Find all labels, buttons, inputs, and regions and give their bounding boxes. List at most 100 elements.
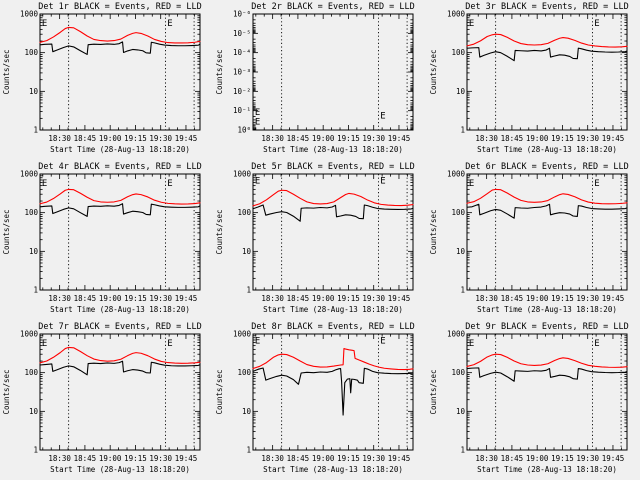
x-axis-label: Start Time (28-Aug-13 18:18:20) xyxy=(477,465,617,474)
lld-series xyxy=(252,348,414,371)
x-tick-label: 18:30 xyxy=(48,294,71,303)
y-tick-label: 10⁻⁴ xyxy=(233,48,251,57)
events-series xyxy=(39,360,201,376)
plot-frame xyxy=(39,13,201,131)
det-4r-svg: 1000 100 10 1 18:30 18:45 19:00 19:15 19:30 19:45… xyxy=(2,162,202,314)
x-tick-label: 19:45 xyxy=(388,294,411,303)
det-5r-svg: 1000 100 10 1 18:30 18:45 19:00 19:15 19:30 19:45… xyxy=(215,162,415,314)
eclipse-marker: E xyxy=(594,19,599,29)
eclipse-marker: E xyxy=(469,339,474,349)
det-9r-svg: 1000 100 10 1 18:30 18:45 19:00 19:15 19:30 19:45… xyxy=(429,322,629,474)
plot-title: Det 6r BLACK = Events, RED = LLD xyxy=(465,162,628,172)
y-tick-label: 100 xyxy=(238,208,252,217)
plot-title: Det 2r BLACK = Events, RED = LLD xyxy=(252,2,415,12)
x-axis-label: Start Time (28-Aug-13 18:18:20) xyxy=(263,145,403,154)
plot-frame xyxy=(39,173,201,291)
x-tick-label: 18:30 xyxy=(262,294,285,303)
events-series xyxy=(466,367,628,382)
x-tick-label: 19:45 xyxy=(175,454,198,463)
x-axis-label: Start Time (28-Aug-13 18:18:20) xyxy=(477,305,617,314)
plot-frame xyxy=(466,333,628,451)
lld-series xyxy=(466,33,628,48)
y-tick-label: 10 xyxy=(29,407,39,416)
subplot-det-9r: 1000 100 10 1 18:30 18:45 19:00 19:15 19:30 19:45… xyxy=(427,320,640,480)
y-tick-label: 1 xyxy=(460,285,465,294)
y-axis-label: Counts/sec xyxy=(215,209,224,254)
y-tick-label: 1000 xyxy=(20,170,39,179)
plot-frame xyxy=(466,13,628,131)
x-tick-label: 19:00 xyxy=(526,454,549,463)
det-3r-svg: 1000 100 10 1 18:30 18:45 19:00 19:15 19:30 19:45… xyxy=(429,2,629,154)
eclipse-marker: E xyxy=(381,336,386,346)
y-axis-label: Counts/sec xyxy=(2,369,11,414)
events-series xyxy=(39,41,201,55)
x-tick-label: 19:00 xyxy=(526,134,549,143)
x-axis-label: Start Time (28-Aug-13 18:18:20) xyxy=(50,305,190,314)
eclipse-marker: E xyxy=(381,176,386,186)
plot-frame xyxy=(39,333,201,451)
y-tick-label: 10 xyxy=(242,407,252,416)
eclipse-marker: E xyxy=(167,179,172,189)
eclipse-marker: E xyxy=(167,19,172,29)
plot-title: Det 7r BLACK = Events, RED = LLD xyxy=(38,322,201,332)
y-tick-label: 10 xyxy=(242,247,252,256)
x-tick-label: 18:45 xyxy=(74,454,97,463)
y-tick-label: 1000 xyxy=(20,330,39,339)
eclipse-marker: E xyxy=(469,179,474,189)
subplot-det-5r: 1000 100 10 1 18:30 18:45 19:00 19:15 19:30 19:45… xyxy=(213,160,426,320)
x-tick-label: 18:45 xyxy=(500,294,523,303)
subplot-det-1r: 1000 100 10 1 18:30 18:45 19:00 19:15 19:30 19:45… xyxy=(0,0,213,160)
x-tick-label: 19:15 xyxy=(124,294,147,303)
x-tick-label: 19:30 xyxy=(363,134,386,143)
plot-title: Det 1r BLACK = Events, RED = LLD xyxy=(38,2,201,12)
x-tick-label: 19:45 xyxy=(175,134,198,143)
x-tick-label: 18:45 xyxy=(500,134,523,143)
lld-series xyxy=(466,188,628,205)
x-tick-label: 19:15 xyxy=(338,294,361,303)
x-tick-label: 19:45 xyxy=(175,294,198,303)
y-tick-label: 10 xyxy=(29,247,39,256)
plot-title: Det 8r BLACK = Events, RED = LLD xyxy=(252,322,415,332)
x-tick-label: 18:45 xyxy=(500,454,523,463)
subplot-det-3r: 1000 100 10 1 18:30 18:45 19:00 19:15 19:30 19:45… xyxy=(427,0,640,160)
events-series xyxy=(466,47,628,62)
eclipse-marker: E xyxy=(381,112,386,122)
x-tick-label: 19:00 xyxy=(526,294,549,303)
subplot-det-2r: 10⁻⁶ 10⁻⁵ 10⁻⁴ 10⁻³ 10⁻² 10⁻¹ 10⁰ 18:30 18:45 19:… xyxy=(213,0,426,160)
det-6r-svg: 1000 100 10 1 18:30 18:45 19:00 19:15 19:30 19:45… xyxy=(429,162,629,314)
x-axis-label: Start Time (28-Aug-13 18:18:20) xyxy=(50,145,190,154)
x-tick-label: 19:30 xyxy=(363,294,386,303)
y-tick-label: 10⁻⁶ xyxy=(233,10,251,19)
y-tick-label: 10⁻⁵ xyxy=(233,29,251,38)
y-tick-label: 10 xyxy=(29,87,39,96)
x-tick-label: 19:45 xyxy=(601,134,624,143)
y-tick-label: 100 xyxy=(238,368,252,377)
x-tick-label: 18:45 xyxy=(287,294,310,303)
y-tick-label: 1000 xyxy=(447,330,466,339)
x-tick-label: 18:30 xyxy=(475,134,498,143)
y-tick-label: 1000 xyxy=(447,10,466,19)
x-tick-label: 19:30 xyxy=(149,294,172,303)
x-tick-label: 18:45 xyxy=(74,294,97,303)
x-tick-label: 19:45 xyxy=(601,294,624,303)
y-tick-label: 1 xyxy=(247,445,252,454)
x-tick-label: 18:30 xyxy=(262,134,285,143)
eclipse-marker: E xyxy=(255,108,260,118)
subplot-det-6r: 1000 100 10 1 18:30 18:45 19:00 19:15 19:30 19:45… xyxy=(427,160,640,320)
y-axis-label: Counts/sec xyxy=(429,369,438,414)
x-tick-label: 19:30 xyxy=(149,454,172,463)
y-tick-label: 1000 xyxy=(447,170,466,179)
lld-series xyxy=(466,353,628,368)
y-tick-label: 10⁻² xyxy=(233,87,251,96)
y-tick-label: 1 xyxy=(247,285,252,294)
y-axis-label: Counts/sec xyxy=(215,49,224,94)
lld-series xyxy=(252,189,414,207)
y-tick-label: 1 xyxy=(33,285,38,294)
y-tick-label: 10 xyxy=(456,247,466,256)
det-8r-svg: 1000 100 10 1 18:30 18:45 19:00 19:15 19:30 19:45… xyxy=(215,322,415,474)
x-axis-label: Start Time (28-Aug-13 18:18:20) xyxy=(263,305,403,314)
x-tick-label: 19:45 xyxy=(601,454,624,463)
subplot-det-8r: 1000 100 10 1 18:30 18:45 19:00 19:15 19:30 19:45… xyxy=(213,320,426,480)
x-tick-label: 19:00 xyxy=(99,454,122,463)
x-tick-label: 19:30 xyxy=(363,454,386,463)
